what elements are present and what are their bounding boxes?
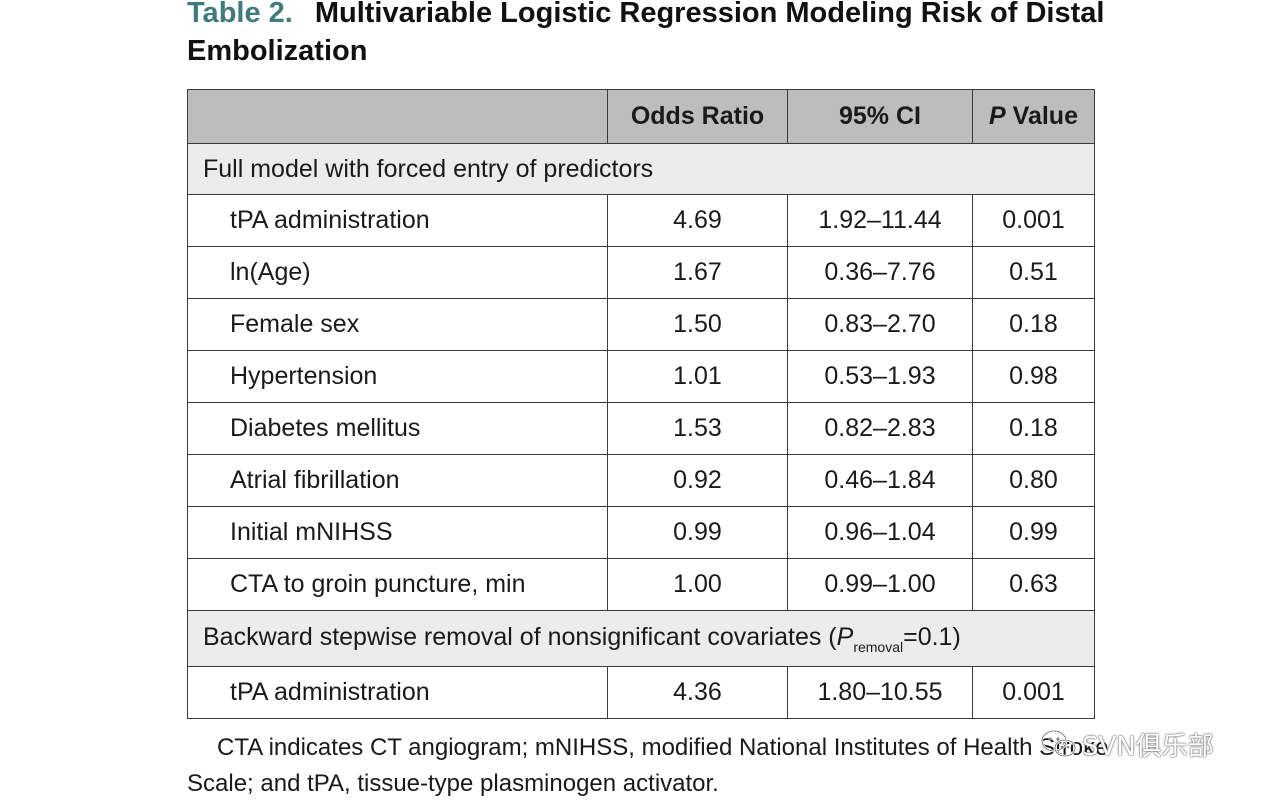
row-label: tPA administration xyxy=(187,194,608,247)
row-odds-ratio: 1.50 xyxy=(607,298,788,351)
header-p-value-text: Value xyxy=(1012,102,1078,130)
row-label: Initial mNIHSS xyxy=(187,506,608,559)
row-ci: 0.82–2.83 xyxy=(787,402,973,455)
row-ci: 0.99–1.00 xyxy=(787,558,973,611)
watermark-text: SVN俱乐部 xyxy=(1082,731,1214,762)
row-odds-ratio: 0.92 xyxy=(607,454,788,507)
header-p-italic: P xyxy=(989,102,1006,130)
row-p-value: 0.63 xyxy=(972,558,1095,611)
row-p-value: 0.99 xyxy=(972,506,1095,559)
row-odds-ratio: 1.00 xyxy=(607,558,788,611)
row-p-value: 0.001 xyxy=(972,666,1095,719)
row-p-value: 0.98 xyxy=(972,350,1095,403)
table-row: ln(Age) 1.67 0.36–7.76 0.51 xyxy=(187,246,1095,299)
row-ci: 1.92–11.44 xyxy=(787,194,973,247)
table-footnote: CTA indicates CT angiogram; mNIHSS, modi… xyxy=(187,734,1109,797)
row-label: Diabetes mellitus xyxy=(187,402,608,455)
row-odds-ratio: 4.69 xyxy=(607,194,788,247)
row-label: tPA administration xyxy=(187,666,608,719)
table-row: Female sex 1.50 0.83–2.70 0.18 xyxy=(187,298,1095,351)
table-row: Hypertension 1.01 0.53–1.93 0.98 xyxy=(187,350,1095,403)
section-heading: Backward stepwise removal of nonsignific… xyxy=(187,610,1095,667)
row-ci: 0.96–1.04 xyxy=(787,506,973,559)
row-p-value: 0.001 xyxy=(972,194,1095,247)
row-p-value: 0.18 xyxy=(972,402,1095,455)
section-heading-p: P xyxy=(836,622,854,651)
table-row: Diabetes mellitus 1.53 0.82–2.83 0.18 xyxy=(187,402,1095,455)
row-label: ln(Age) xyxy=(187,246,608,299)
table-row: CTA to groin puncture, min 1.00 0.99–1.0… xyxy=(187,558,1095,611)
table-header-row: Odds Ratio 95% CI P Value xyxy=(187,89,1095,144)
table-title-text: Multivariable Logistic Regression Modeli… xyxy=(187,0,1105,67)
row-ci: 0.83–2.70 xyxy=(787,298,973,351)
row-p-value: 0.80 xyxy=(972,454,1095,507)
row-ci: 0.53–1.93 xyxy=(787,350,973,403)
row-odds-ratio: 0.99 xyxy=(607,506,788,559)
table-row: Atrial fibrillation 0.92 0.46–1.84 0.80 xyxy=(187,454,1095,507)
row-odds-ratio: 1.01 xyxy=(607,350,788,403)
row-odds-ratio: 1.53 xyxy=(607,402,788,455)
header-ci: 95% CI xyxy=(787,89,973,144)
table-number: Table 2. xyxy=(187,0,293,29)
table-row: tPA administration 4.69 1.92–11.44 0.001 xyxy=(187,194,1095,247)
table-title: Table 2. Multivariable Logistic Regressio… xyxy=(187,0,1147,70)
row-label: Hypertension xyxy=(187,350,608,403)
section-heading-suffix: =0.1) xyxy=(903,622,961,651)
table-row: Initial mNIHSS 0.99 0.96–1.04 0.99 xyxy=(187,506,1095,559)
row-ci: 1.80–10.55 xyxy=(787,666,973,719)
section-backward-stepwise: Backward stepwise removal of nonsignific… xyxy=(187,610,1095,667)
row-odds-ratio: 4.36 xyxy=(607,666,788,719)
wechat-icon xyxy=(1040,729,1077,758)
header-p-value: P Value xyxy=(972,89,1095,144)
section-heading-prefix: Backward stepwise removal of nonsignific… xyxy=(203,622,837,651)
section-heading: Full model with forced entry of predicto… xyxy=(187,143,1095,195)
row-ci: 0.36–7.76 xyxy=(787,246,973,299)
section-heading-subscript: removal xyxy=(853,638,904,655)
watermark: SVN俱乐部 xyxy=(1040,722,1214,766)
row-p-value: 0.51 xyxy=(972,246,1095,299)
section-full-model: Full model with forced entry of predicto… xyxy=(187,143,1095,195)
row-label: Atrial fibrillation xyxy=(187,454,608,507)
row-ci: 0.46–1.84 xyxy=(787,454,973,507)
header-odds-ratio: Odds Ratio xyxy=(607,89,788,144)
row-odds-ratio: 1.67 xyxy=(607,246,788,299)
regression-table: Odds Ratio 95% CI P Value Full model wit… xyxy=(187,89,1095,719)
row-p-value: 0.18 xyxy=(972,298,1095,351)
row-label: CTA to groin puncture, min xyxy=(187,558,608,611)
row-label: Female sex xyxy=(187,298,608,351)
header-empty-cell xyxy=(187,89,608,144)
table-row: tPA administration 4.36 1.80–10.55 0.001 xyxy=(187,666,1095,719)
